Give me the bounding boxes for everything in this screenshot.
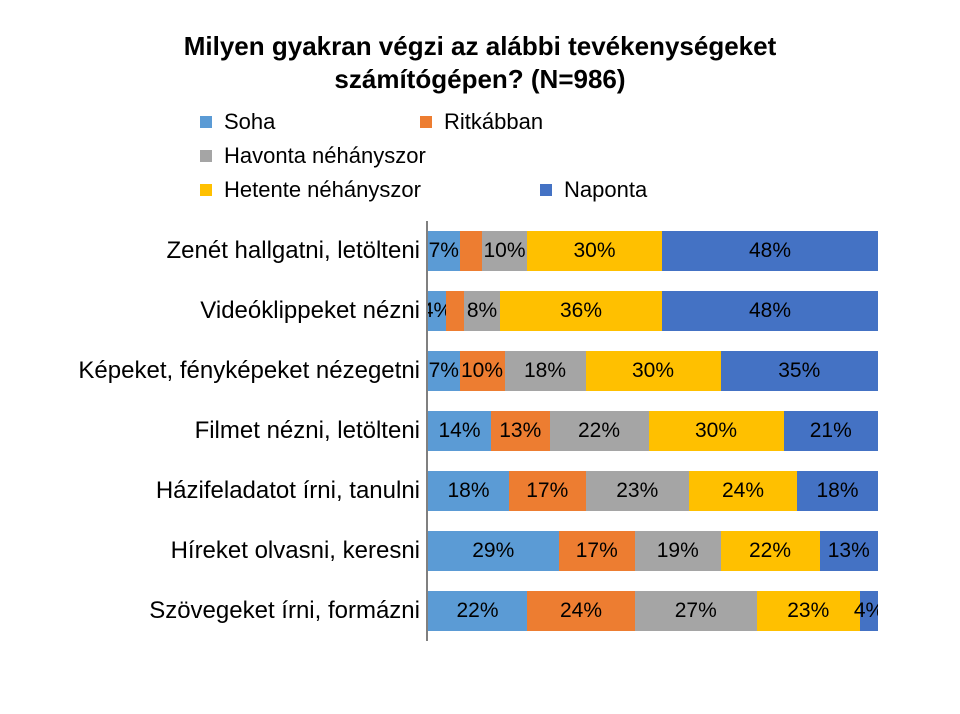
bar-segment: 19%	[635, 531, 721, 571]
row-label: Zenét hallgatni, letölteni	[60, 237, 426, 265]
legend-label: Havonta néhányszor	[224, 139, 426, 173]
stacked-bar: 18%17%23%24%18%	[428, 471, 878, 511]
legend-item-ritkabban: Ritkábban	[420, 105, 740, 139]
bar-segment: 24%	[527, 591, 635, 631]
bar-segment: 30%	[527, 231, 662, 271]
bar-wrap: 18%17%23%24%18%	[426, 461, 878, 521]
bar-segment: 18%	[428, 471, 509, 511]
bar-wrap: 29%17%19%22%13%	[426, 521, 878, 581]
bar-segment: 4%	[428, 291, 446, 331]
legend-swatch	[200, 184, 212, 196]
bar-segment: 23%	[586, 471, 690, 511]
bar-segment: 13%	[820, 531, 879, 571]
chart-title-line1: Milyen gyakran végzi az alábbi tevékenys…	[184, 31, 777, 61]
row-label: Filmet nézni, letölteni	[60, 417, 426, 445]
chart-row: Híreket olvasni, keresni29%17%19%22%13%	[60, 521, 900, 581]
chart-body: Zenét hallgatni, letölteni7%10%30%48%Vid…	[60, 221, 900, 641]
chart-row: Videóklippeket nézni4% 8%36%48%	[60, 281, 900, 341]
legend-label: Ritkábban	[444, 105, 543, 139]
bar-segment: 18%	[797, 471, 878, 511]
stacked-bar: 29%17%19%22%13%	[428, 531, 878, 571]
legend-swatch	[200, 116, 212, 128]
bar-segment: 30%	[586, 351, 721, 391]
stacked-bar: 4% 8%36%48%	[428, 291, 878, 331]
legend-item-hetente: Hetente néhányszor	[200, 173, 520, 207]
bar-segment: 48%	[662, 291, 878, 331]
chart-row: Képeket, fényképeket nézegetni7%10%18%30…	[60, 341, 900, 401]
chart-legend: Soha Ritkábban Havonta néhányszor Hetent…	[200, 105, 760, 207]
bar-segment: 14%	[428, 411, 491, 451]
legend-label: Soha	[224, 105, 275, 139]
bar-segment: 29%	[428, 531, 559, 571]
bar-segment	[460, 231, 483, 271]
bar-wrap: 14%13%22%30%21%	[426, 401, 878, 461]
chart-page: Milyen gyakran végzi az alábbi tevékenys…	[0, 0, 960, 714]
bar-segment: 24%	[689, 471, 797, 511]
legend-swatch	[420, 116, 432, 128]
stacked-bar: 7%10%18%30%35%	[428, 351, 878, 391]
chart-row: Filmet nézni, letölteni14%13%22%30%21%	[60, 401, 900, 461]
legend-label: Hetente néhányszor	[224, 173, 421, 207]
bar-segment: 7%	[428, 231, 460, 271]
row-label: Képeket, fényképeket nézegetni	[60, 357, 426, 385]
bar-segment: 22%	[428, 591, 527, 631]
bar-segment: 13%	[491, 411, 550, 451]
bar-segment: 10%	[460, 351, 505, 391]
bar-segment: 22%	[721, 531, 820, 571]
row-label: Házifeladatot írni, tanulni	[60, 477, 426, 505]
bar-segment: 23%	[757, 591, 861, 631]
legend-swatch	[540, 184, 552, 196]
stacked-bar: 7% 10%30%48%	[428, 231, 878, 271]
bar-segment: 27%	[635, 591, 757, 631]
bar-wrap: 22%24%27%23%4%	[426, 581, 878, 641]
row-label: Szövegeket írni, formázni	[60, 597, 426, 625]
row-label: Videóklippeket nézni	[60, 297, 426, 325]
legend-item-havonta: Havonta néhányszor	[200, 139, 520, 173]
bar-segment	[446, 291, 464, 331]
chart-row: Szövegeket írni, formázni22%24%27%23%4%	[60, 581, 900, 641]
chart-row: Zenét hallgatni, letölteni7% 10%30%48%	[60, 221, 900, 281]
row-label: Híreket olvasni, keresni	[60, 537, 426, 565]
legend-item-soha: Soha	[200, 105, 400, 139]
bar-segment: 35%	[721, 351, 879, 391]
bar-segment: 17%	[559, 531, 636, 571]
bar-wrap: 7% 10%30%48%	[426, 221, 878, 281]
legend-swatch	[200, 150, 212, 162]
bar-segment: 8%	[464, 291, 500, 331]
bar-wrap: 7%10%18%30%35%	[426, 341, 878, 401]
chart-row: Házifeladatot írni, tanulni18%17%23%24%1…	[60, 461, 900, 521]
chart-title: Milyen gyakran végzi az alábbi tevékenys…	[60, 30, 900, 95]
bar-segment: 17%	[509, 471, 586, 511]
bar-segment: 7%	[428, 351, 460, 391]
legend-label: Naponta	[564, 173, 647, 207]
bar-segment: 36%	[500, 291, 662, 331]
bar-segment: 18%	[505, 351, 586, 391]
stacked-bar: 14%13%22%30%21%	[428, 411, 878, 451]
bar-segment: 48%	[662, 231, 878, 271]
bar-segment: 30%	[649, 411, 784, 451]
legend-item-naponta: Naponta	[540, 173, 740, 207]
bar-segment: 21%	[784, 411, 879, 451]
chart-title-line2: számítógépen? (N=986)	[334, 64, 625, 94]
bar-segment: 4%	[860, 591, 878, 631]
bar-wrap: 4% 8%36%48%	[426, 281, 878, 341]
bar-segment: 22%	[550, 411, 649, 451]
stacked-bar: 22%24%27%23%4%	[428, 591, 878, 631]
bar-segment: 10%	[482, 231, 527, 271]
